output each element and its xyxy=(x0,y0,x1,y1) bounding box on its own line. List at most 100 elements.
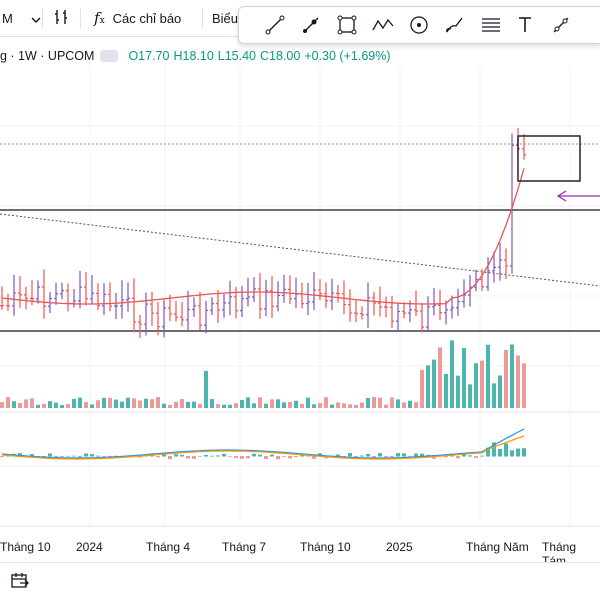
macd-histogram-bar xyxy=(144,456,148,457)
macd-histogram-bar xyxy=(156,456,160,458)
volume-bar xyxy=(54,402,58,408)
brush-icon[interactable] xyxy=(439,7,471,43)
macd-histogram-bar xyxy=(84,453,88,457)
fib-lines-icon[interactable] xyxy=(475,7,507,43)
text-icon[interactable] xyxy=(509,7,541,43)
volume-bar xyxy=(390,397,394,408)
volume-bar xyxy=(384,404,388,408)
macd-histogram-bar xyxy=(498,448,502,457)
macd-histogram-bar xyxy=(312,456,316,459)
indicators-label: Các chỉ báo xyxy=(112,10,182,26)
volume-bar xyxy=(312,404,316,408)
volume-bar xyxy=(6,397,10,408)
circle-icon[interactable] xyxy=(403,7,435,43)
volume-bar xyxy=(408,400,412,408)
volume-bar xyxy=(132,398,136,408)
volume-bar xyxy=(162,403,166,408)
x-axis-label: 2025 xyxy=(386,540,413,554)
volume-bar xyxy=(288,401,292,408)
macd-histogram-bar xyxy=(480,455,484,457)
volume-bar xyxy=(456,375,460,408)
volume-bar xyxy=(330,404,334,408)
volume-bar xyxy=(198,403,202,408)
indicators-button[interactable]: fx Các chỉ báo xyxy=(94,0,181,36)
macd-histogram-bar xyxy=(96,455,100,457)
compare-button[interactable] xyxy=(54,0,70,36)
macd-histogram-bar xyxy=(246,456,250,459)
macd-histogram-bar xyxy=(336,454,340,457)
macd-histogram-bar xyxy=(474,456,478,458)
macd-histogram-bar xyxy=(174,454,178,457)
volume-bar xyxy=(150,399,154,408)
volume-bar xyxy=(0,402,4,408)
macd-histogram-bar xyxy=(444,456,448,458)
toolbar-divider xyxy=(80,8,81,28)
volume-bar xyxy=(66,404,70,408)
volume-bar xyxy=(360,402,364,408)
x-axis-label: Tháng 4 xyxy=(146,540,191,554)
volume-bar xyxy=(234,403,238,408)
macd-histogram-bar xyxy=(390,456,394,458)
macd-histogram-bar xyxy=(516,448,520,457)
symbol-label: g · 1W · UPCOM xyxy=(0,49,95,63)
macd-histogram-bar xyxy=(300,455,304,457)
volume-bar xyxy=(156,397,160,408)
volume-bar xyxy=(414,402,418,408)
macd-histogram-bar xyxy=(60,456,64,458)
macd-histogram-bar xyxy=(366,454,370,457)
volume-bar xyxy=(264,403,268,408)
volume-bar xyxy=(138,400,142,408)
macd-histogram-bar xyxy=(264,456,268,460)
compare-bars-icon xyxy=(54,8,70,29)
volume-bar xyxy=(354,404,358,408)
volume-bar xyxy=(366,398,370,408)
macd-histogram-bar xyxy=(138,456,142,458)
rectangle-icon[interactable] xyxy=(331,7,363,43)
macd-histogram-bar xyxy=(198,455,202,457)
legend-change: +0.30 (+1.69%) xyxy=(304,49,391,63)
line-alt-icon[interactable] xyxy=(545,7,577,43)
macd-histogram-bar xyxy=(48,453,52,457)
ray-icon[interactable] xyxy=(295,7,327,43)
macd-histogram-bar xyxy=(228,456,232,457)
macd-histogram-bar xyxy=(72,455,76,457)
macd-histogram-bar xyxy=(42,455,46,457)
macd-histogram-bar xyxy=(168,456,172,460)
volume-bar xyxy=(276,399,280,408)
volume-bar xyxy=(102,397,106,408)
macd-histogram-bar xyxy=(180,454,184,457)
date-range-icon[interactable] xyxy=(10,571,30,596)
macd-histogram-bar xyxy=(510,450,514,457)
path-icon[interactable] xyxy=(367,7,399,43)
macd-histogram-bar xyxy=(306,455,310,457)
chart-type-button[interactable]: Biểu xyxy=(212,0,238,36)
volume-bar xyxy=(258,397,262,408)
bottom-toolbar xyxy=(0,562,600,601)
macd-histogram-bar xyxy=(78,456,82,458)
macd-histogram-bar xyxy=(294,456,298,458)
volume-bar xyxy=(522,363,526,408)
x-axis-label: 2024 xyxy=(76,540,103,554)
volume-bar xyxy=(342,403,346,408)
macd-histogram-bar xyxy=(504,443,508,457)
volume-bar xyxy=(168,404,172,408)
volume-bar xyxy=(420,369,424,408)
volume-bar xyxy=(12,401,16,408)
macd-histogram-bar xyxy=(234,456,238,458)
line-icon[interactable] xyxy=(259,7,291,43)
eye-icon[interactable] xyxy=(100,50,119,62)
volume-bar xyxy=(492,383,496,408)
macd-histogram-bar xyxy=(102,456,106,457)
interval-button[interactable]: M xyxy=(2,0,41,36)
macd-histogram-bar xyxy=(360,455,364,457)
volume-bar xyxy=(324,397,328,408)
volume-bar xyxy=(90,404,94,408)
macd-histogram-bar xyxy=(486,447,490,457)
macd-histogram-bar xyxy=(432,456,436,459)
volume-bar xyxy=(474,363,478,408)
volume-bar xyxy=(486,344,490,408)
legend-low: L15.40 xyxy=(217,49,257,63)
legend-open: O17.70 xyxy=(128,49,170,63)
macd-histogram-bar xyxy=(30,454,34,457)
price-chart[interactable] xyxy=(0,36,600,562)
